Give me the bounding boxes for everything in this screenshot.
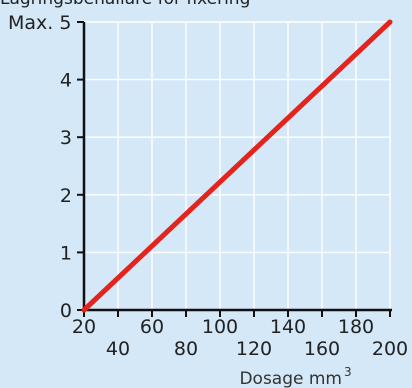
grid: [84, 21, 391, 310]
x-tick-label-180: 180: [338, 316, 374, 338]
x-tick-label-140: 140: [270, 316, 306, 338]
y-tick-label-3: 3: [60, 127, 72, 149]
x-tick-label-200: 200: [372, 338, 408, 360]
ticks: [77, 21, 391, 317]
x-tick-label-80: 80: [174, 338, 198, 360]
y-tick-label-1: 1: [60, 242, 72, 264]
x-tick-label-40: 40: [106, 338, 130, 360]
chart-title: Lagringsbehållare för fixering: [0, 0, 250, 9]
tick-labels: 0 1 2 3 4 20 60 100 140 180 40 80 120 160 200: [60, 70, 408, 360]
x-axis-label: Dosage mm: [239, 369, 342, 388]
series-line-0: [81, 19, 393, 313]
axes: [82, 22, 392, 312]
y-tick-label-4: 4: [60, 70, 72, 92]
x-tick-label-20: 20: [72, 316, 96, 338]
x-tick-label-120: 120: [236, 338, 272, 360]
y-top-label: Max. 5: [8, 12, 71, 34]
series: [81, 19, 393, 313]
y-tick-label-0: 0: [60, 300, 72, 322]
x-axis-label-superscript: 3: [344, 365, 352, 379]
x-tick-label-100: 100: [202, 316, 238, 338]
x-tick-label-160: 160: [304, 338, 340, 360]
y-tick-label-2: 2: [60, 185, 72, 207]
x-tick-label-60: 60: [140, 316, 164, 338]
